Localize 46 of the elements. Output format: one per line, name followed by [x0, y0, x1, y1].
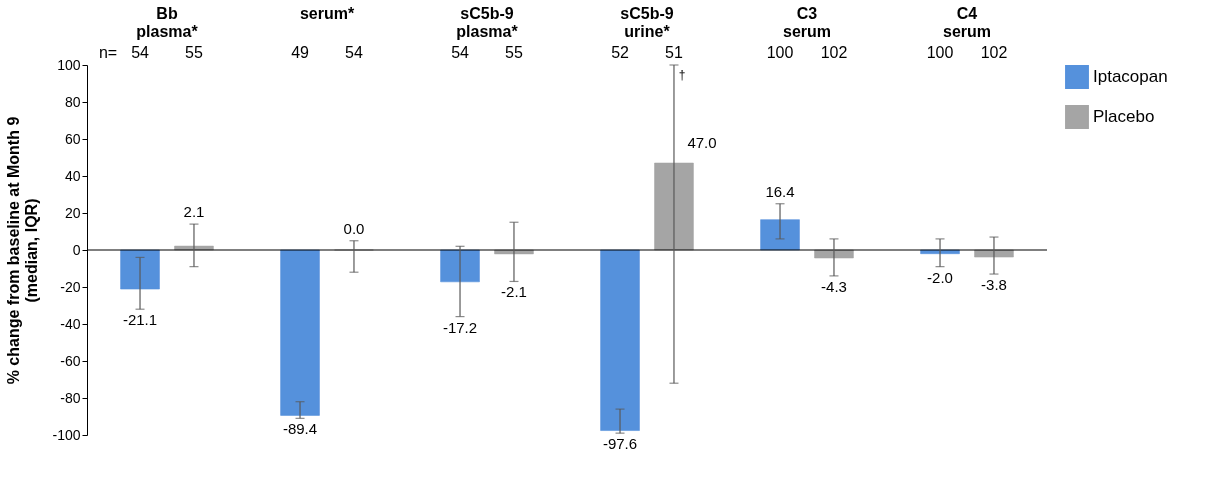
legend-label: Iptacopan [1093, 67, 1168, 86]
y-tick-label: -60 [60, 352, 81, 369]
data-label: 47.0 [687, 134, 717, 152]
text: 100 [766, 44, 794, 61]
x-tick-label: sC5b-9 urine* [620, 4, 674, 40]
y-tick-label: 100 [57, 56, 81, 73]
text: 100 [926, 44, 954, 61]
data-label: -21.1 [122, 311, 158, 329]
data-label: -4.3 [821, 277, 847, 295]
x-tick-label: C4 serum [942, 4, 992, 40]
y-tick-label: -100 [52, 426, 81, 443]
y-tick-label: -40 [60, 315, 81, 332]
data-label: -2.0 [927, 268, 953, 286]
text: 102 [820, 44, 848, 61]
data-label: -17.2 [442, 318, 478, 336]
data-label: -97.6 [602, 435, 638, 453]
x-tick-label: serum* [299, 4, 355, 22]
text: 55 [185, 44, 203, 61]
y-tick-label: 40 [64, 167, 81, 184]
text: 51 [665, 44, 683, 61]
text: 54 [451, 44, 470, 61]
x-tick-label: Bb plasma* [136, 4, 199, 40]
text: 54 [345, 44, 363, 61]
text: 49 [291, 44, 310, 61]
x-tick-label: C3 serum [782, 4, 832, 40]
data-label: -3.8 [981, 276, 1007, 294]
data-label: -2.1 [501, 283, 527, 301]
data-label: 16.4 [765, 182, 795, 200]
text: n= [98, 44, 118, 61]
data-label: 0.0 [343, 219, 365, 237]
data-label: 2.1 [183, 203, 205, 221]
x-tick-label: sC5b-9 plasma* [456, 4, 519, 40]
text: 52 [611, 44, 630, 61]
y-tick-label: 20 [64, 204, 81, 221]
y-tick-label: -20 [60, 278, 81, 295]
text: 102 [980, 44, 1008, 61]
y-tick-label: 0 [72, 241, 81, 258]
y-axis-title: % change from baseline at Month 9 (median, IQR) [5, 116, 41, 385]
annotation: † [678, 68, 686, 82]
legend-label: Placebo [1093, 107, 1155, 126]
data-label: -89.4 [282, 420, 318, 438]
y-tick-label: 60 [64, 130, 81, 147]
text: 55 [505, 44, 523, 61]
y-tick-label: 80 [64, 93, 81, 110]
text: 54 [131, 44, 150, 61]
y-tick-label: -80 [60, 389, 81, 406]
